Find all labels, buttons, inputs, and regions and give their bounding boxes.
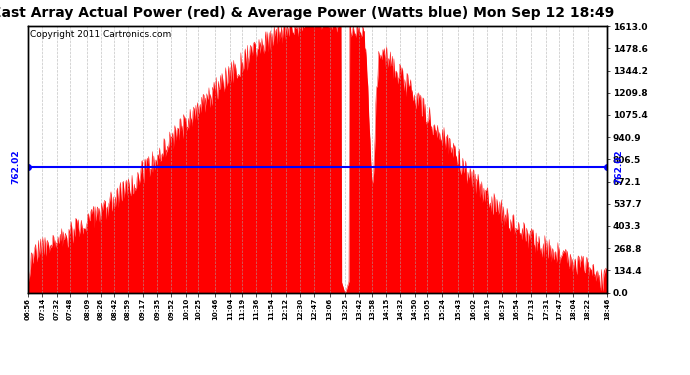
Text: 762.02: 762.02 (12, 149, 21, 184)
Text: 762.02: 762.02 (614, 149, 623, 184)
Text: East Array Actual Power (red) & Average Power (Watts blue) Mon Sep 12 18:49: East Array Actual Power (red) & Average … (0, 6, 615, 20)
Text: Copyright 2011 Cartronics.com: Copyright 2011 Cartronics.com (30, 30, 172, 39)
